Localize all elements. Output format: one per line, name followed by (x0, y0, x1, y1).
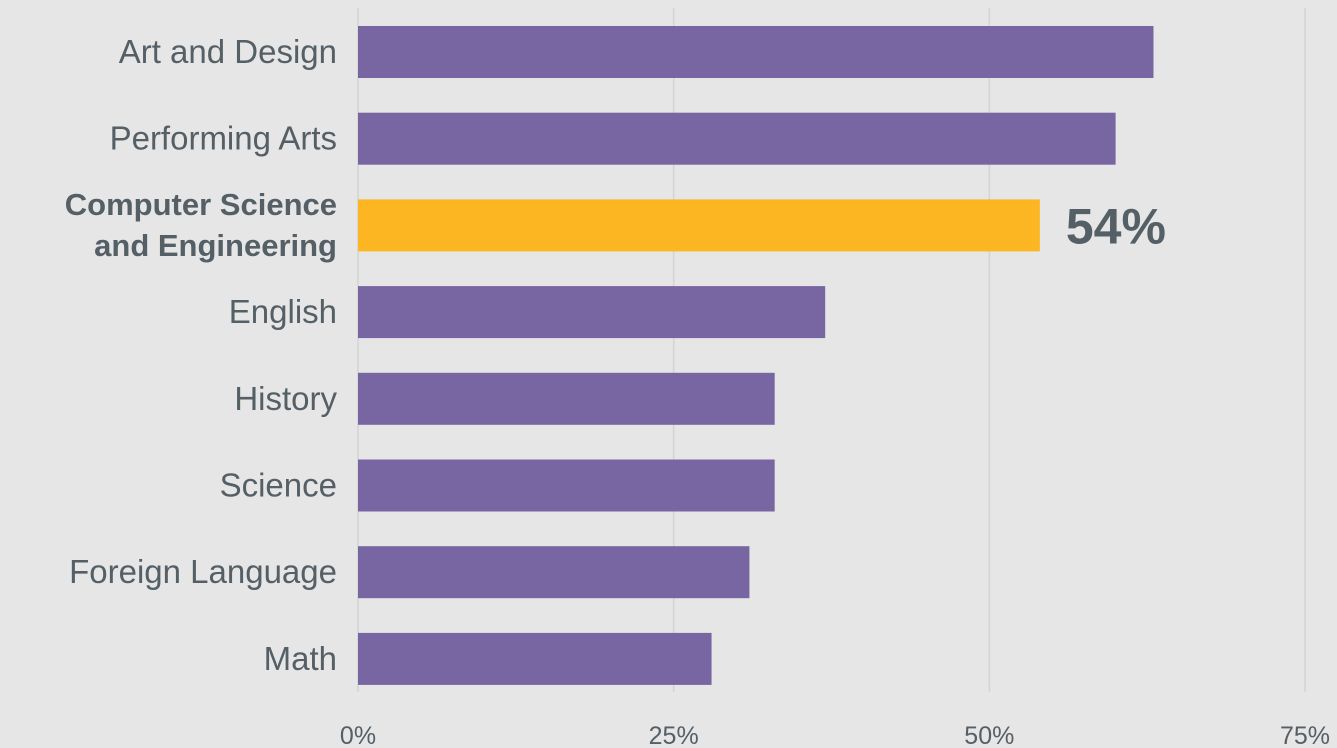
bar-computer-science-and-engineering (358, 199, 1040, 252)
bar-foreign-language (358, 546, 750, 599)
category-label-math: Math (264, 640, 337, 677)
bar-art-and-design (358, 26, 1154, 78)
bars (358, 26, 1154, 685)
bar-english (358, 286, 826, 339)
x-axis-ticks: 0% 25% 50% 75% (340, 722, 1330, 748)
category-label-english: English (229, 293, 337, 330)
x-tick-label-25: 25% (649, 722, 699, 748)
category-label-foreign-language: Foreign Language (69, 553, 337, 590)
category-labels: Art and Design Performing Arts Computer Sc… (65, 33, 338, 677)
category-label-art-and-design: Art and Design (119, 33, 337, 70)
category-label-performing-arts: Performing Arts (110, 120, 337, 157)
x-tick-label-0: 0% (340, 722, 376, 748)
x-tick-label-75: 75% (1280, 722, 1330, 748)
data-label-computer-science-and-engineering: 54% (1066, 198, 1166, 254)
category-label-science: Science (220, 467, 337, 504)
bar-performing-arts (358, 112, 1116, 165)
x-tick-label-50: 50% (964, 722, 1014, 748)
bar-history (358, 372, 775, 425)
data-labels: 54% (1066, 198, 1166, 254)
category-label-history: History (234, 380, 337, 417)
bar-science (358, 459, 775, 512)
bar-math (358, 632, 712, 685)
category-label-computer-science-and-engineering: Computer Science and Engineering (65, 187, 337, 263)
